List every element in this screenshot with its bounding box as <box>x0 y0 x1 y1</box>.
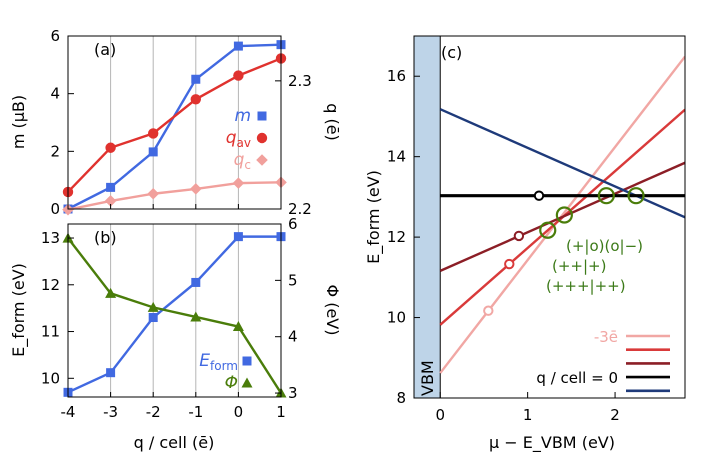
formation-line--3 <box>439 55 685 374</box>
panel-a-frame <box>67 35 282 210</box>
transition-annotation: (+++|++) <box>546 277 626 295</box>
pb-right-tick-label: 5 <box>288 271 298 289</box>
pb-point-E_form <box>106 368 116 378</box>
pa-point-q_av <box>233 70 244 81</box>
panel-b-frame <box>67 223 282 398</box>
pa-legend-label-m: m <box>234 106 251 126</box>
pa-left-tick-label: 2 <box>50 142 60 160</box>
transition-level-ring <box>627 187 645 205</box>
pb-x-tick-label: -3 <box>103 403 118 421</box>
pa-point-q_c <box>147 187 159 200</box>
vbm-label: VBM <box>418 360 437 396</box>
panel-a-left-axis-label: m (μB) <box>9 95 28 149</box>
panel-b-x-axis-label: q / cell (ē) <box>134 433 215 452</box>
pa-series-q_av-line <box>67 57 282 193</box>
pa-left-tick-label: 6 <box>50 27 60 45</box>
pb-legend-marker-E_form <box>242 356 252 366</box>
panel-c-frame <box>413 35 686 399</box>
pc-x-tick-label: 0 <box>435 406 445 424</box>
pa-legend-label-q_c: qc <box>234 150 251 172</box>
pa-point-q_c <box>62 203 74 216</box>
transition-level-ring <box>539 221 557 239</box>
panel-a-tag: (a) <box>94 40 116 59</box>
pa-legend-marker-m <box>257 111 267 121</box>
pa-series-m-line <box>67 43 282 211</box>
pc-y-tick-label: 10 <box>387 309 406 327</box>
pb-x-tick-label: 1 <box>276 403 286 421</box>
formation-line--1 <box>439 161 685 272</box>
panel-b-left-axis-label: E_form (eV) <box>9 263 29 357</box>
pb-left-tick-label: 12 <box>41 276 60 294</box>
transition-level-ring <box>597 187 615 205</box>
panel-b-right-axis-label: Φ (eV) <box>323 285 342 336</box>
pb-point-Φ <box>232 321 244 332</box>
pb-x-tick-label: -4 <box>61 403 76 421</box>
pa-point-m <box>191 74 201 84</box>
pa-point-m <box>233 41 243 51</box>
pa-point-q_c <box>232 177 245 189</box>
pb-x-tick-label: -2 <box>146 403 161 421</box>
pa-right-tick-label: 2.3 <box>288 72 312 90</box>
pb-left-tick-label: 13 <box>41 229 60 247</box>
pc-y-tick-label: 16 <box>387 67 406 85</box>
transition-annotation: (+|o)(o|−) <box>566 237 643 255</box>
pb-point-E_form <box>148 313 158 323</box>
pb-x-tick-label: -1 <box>188 403 203 421</box>
panel-a-right-axis-label: q (ē) <box>323 103 342 141</box>
pa-left-tick-label: 0 <box>50 200 60 218</box>
pa-legend-label-q_av: qav <box>226 128 251 150</box>
pc-y-tick-label: 8 <box>396 389 406 407</box>
pa-left-tick-label: 4 <box>50 85 60 103</box>
pa-point-m <box>148 147 158 157</box>
pb-legend-marker-Φ <box>241 377 253 388</box>
pb-left-tick-label: 10 <box>41 369 60 387</box>
pc-x-tick-label: 1 <box>523 406 533 424</box>
pa-legend-marker-q_c <box>256 154 268 166</box>
pc-y-tick-label: 12 <box>387 228 406 246</box>
legend-label-top: -3ē <box>594 328 618 346</box>
transition-small-circle <box>513 230 525 242</box>
pb-right-tick-label: 3 <box>288 384 298 402</box>
panel-c-y-axis-label: E_form (eV) <box>364 170 384 264</box>
pb-series-Φ-line <box>67 237 283 394</box>
formation-line-1 <box>439 108 685 219</box>
pb-point-Φ <box>105 287 117 298</box>
pb-x-tick-label: 0 <box>234 403 244 421</box>
vbm-region <box>414 36 441 398</box>
pa-point-q_av <box>190 94 201 105</box>
transition-small-circle <box>483 305 494 316</box>
pa-point-q_av <box>148 128 159 139</box>
pa-point-q_c <box>190 183 202 195</box>
panel-b-tag: (b) <box>94 228 117 247</box>
pb-left-tick-label: 11 <box>41 323 60 341</box>
pa-legend-marker-q_av <box>256 132 268 144</box>
transition-small-circle <box>533 190 545 201</box>
pb-point-Φ <box>147 301 159 312</box>
pb-legend-label-E_form: Eform <box>199 351 238 373</box>
transition-level-ring <box>555 206 573 224</box>
pa-point-m <box>106 182 116 192</box>
panel-c-tag: (c) <box>441 43 462 62</box>
pa-right-tick-label: 2.2 <box>288 200 312 218</box>
pb-point-Φ <box>190 311 202 322</box>
legend-label-zero: q / cell = 0 <box>536 369 618 387</box>
pb-point-E_form <box>191 277 201 287</box>
pa-series-q_c-line <box>67 181 282 211</box>
pb-right-tick-label: 4 <box>288 328 298 346</box>
pb-legend-label-Φ: Φ <box>225 373 238 393</box>
pc-x-tick-label: 2 <box>610 406 620 424</box>
pb-series-E_form-line <box>67 235 281 394</box>
panel-c-x-axis-label: μ − E_VBM (eV) <box>489 433 615 453</box>
pc-y-tick-label: 14 <box>387 148 406 166</box>
transition-annotation: (++|+) <box>552 257 606 275</box>
pb-point-E_form <box>233 232 243 242</box>
pb-right-tick-label: 6 <box>288 215 298 233</box>
pa-point-q_av <box>105 142 116 153</box>
pa-point-q_c <box>104 195 117 207</box>
transition-small-circle <box>504 258 515 270</box>
